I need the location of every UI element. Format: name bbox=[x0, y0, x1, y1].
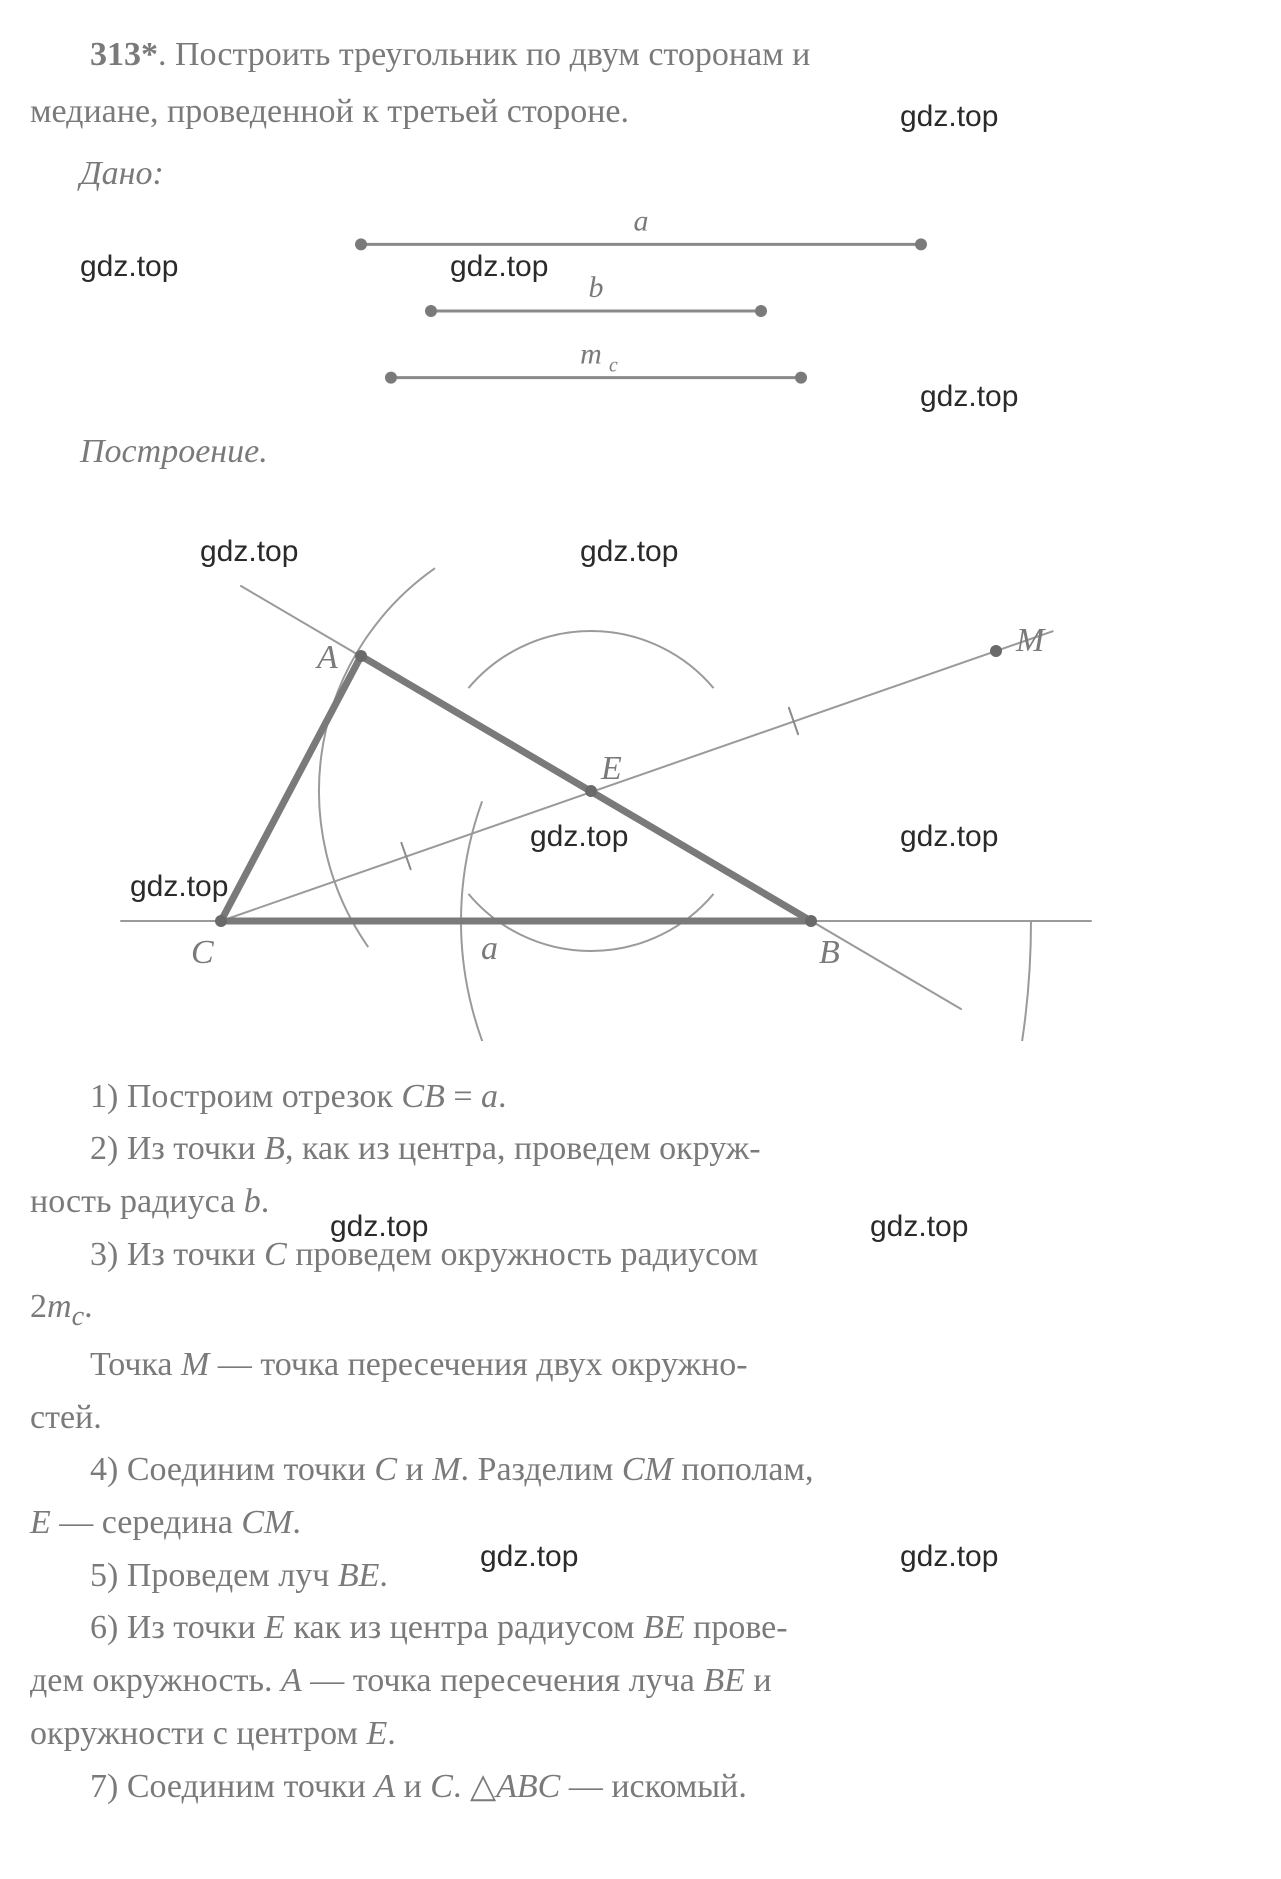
problem-number: 313* bbox=[90, 36, 158, 73]
step-line: E — середина CM. bbox=[30, 1497, 1251, 1550]
problem-statement-line2: медиане, проведенной к третьей стороне. bbox=[30, 87, 1251, 136]
watermark: gdz.top bbox=[80, 250, 178, 284]
svg-text:E: E bbox=[600, 750, 622, 787]
given-heading: Дано: bbox=[80, 155, 1251, 193]
svg-text:a: a bbox=[633, 204, 648, 237]
step-line: Точка M — точка пересечения двух окружно… bbox=[30, 1339, 1251, 1392]
svg-text:m: m bbox=[580, 337, 602, 370]
steps-block: 1) Построим отрезок CB = a.2) Из точки B… bbox=[30, 1071, 1251, 1814]
step-line: 7) Соединим точки A и C. △ABC — искомый. bbox=[30, 1761, 1251, 1814]
problem-text-1: . Построить треугольник по двум сторонам… bbox=[158, 36, 810, 73]
problem-statement: 313*. Построить треугольник по двум стор… bbox=[30, 30, 1251, 79]
step-line: дем окружность. A — точка пересечения лу… bbox=[30, 1655, 1251, 1708]
construction-heading: Построение. bbox=[80, 433, 1251, 471]
step-line: окружности с центром E. bbox=[30, 1708, 1251, 1761]
svg-text:B: B bbox=[819, 934, 840, 971]
step-line: 6) Из точки E как из центра радиусом BE … bbox=[30, 1602, 1251, 1655]
construction-svg: C B A E Ma bbox=[91, 481, 1191, 1041]
step-line: ность радиуса b. bbox=[30, 1176, 1251, 1229]
step-line: стей. bbox=[30, 1392, 1251, 1445]
step-line: 2mc. bbox=[30, 1281, 1251, 1339]
page-root: 313*. Построить треугольник по двум стор… bbox=[0, 0, 1281, 1853]
svg-text:b: b bbox=[588, 271, 603, 304]
step-line: 1) Построим отрезок CB = a. bbox=[30, 1071, 1251, 1124]
svg-text:A: A bbox=[315, 639, 338, 676]
step-line: 3) Из точки C проведем окружность радиус… bbox=[30, 1229, 1251, 1282]
svg-text:C: C bbox=[191, 934, 214, 971]
step-line: 4) Соединим точки C и M. Разделим CM поп… bbox=[30, 1444, 1251, 1497]
given-segments-block: a bmc bbox=[291, 203, 991, 403]
svg-text:c: c bbox=[609, 355, 618, 376]
step-line: 5) Проведем луч BE. bbox=[30, 1550, 1251, 1603]
given-segments-svg: a bmc bbox=[331, 203, 951, 403]
step-line: 2) Из точки B, как из центра, проведем о… bbox=[30, 1123, 1251, 1176]
svg-text:a: a bbox=[481, 930, 498, 967]
svg-text:M: M bbox=[1015, 622, 1046, 659]
